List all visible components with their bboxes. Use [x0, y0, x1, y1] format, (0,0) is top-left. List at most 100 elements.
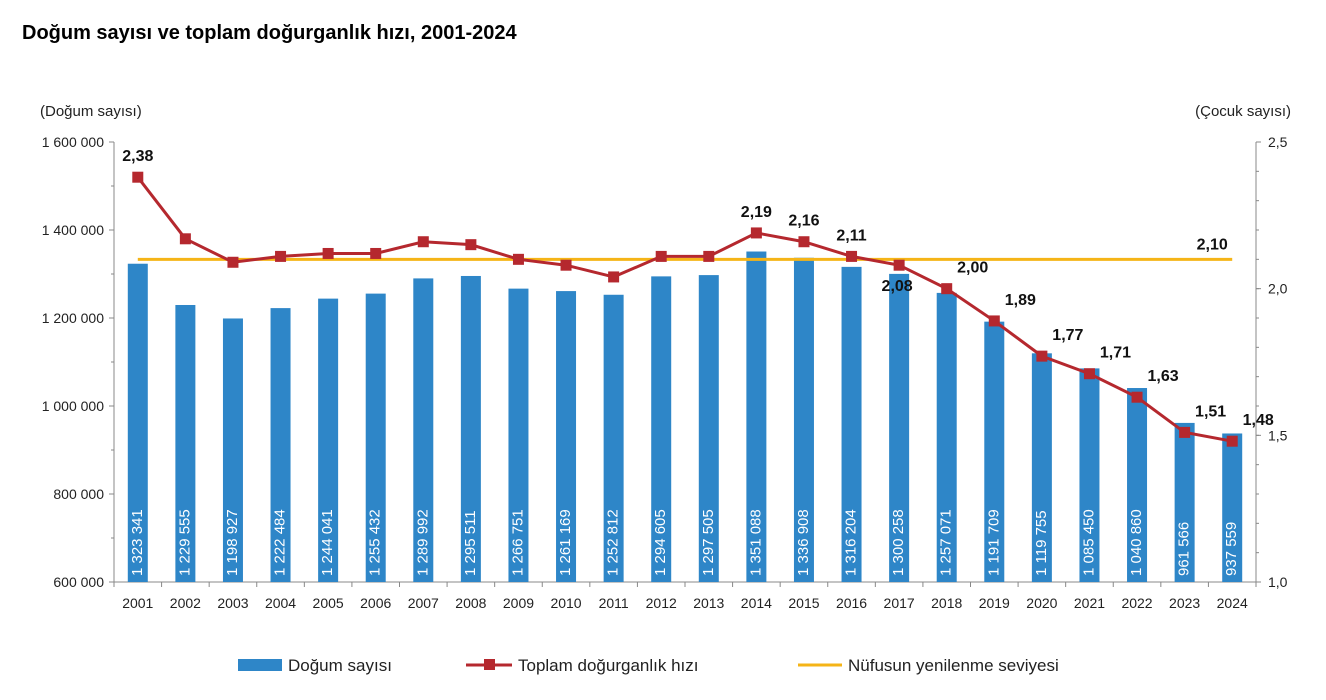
bar-birth-2021: [1079, 368, 1100, 582]
bar-value-label: 1 040 860: [1128, 509, 1145, 576]
y-tick-right-label: 1,0: [1268, 574, 1288, 590]
x-tick-label: 2010: [550, 595, 581, 611]
fertility-rate-label: 2,08: [882, 278, 913, 295]
x-tick-label: 2020: [1026, 595, 1057, 611]
y-tick-right-label: 2,0: [1268, 281, 1288, 297]
fertility-rate-marker-2024: [1226, 435, 1238, 447]
bar-value-label: 961 566: [1176, 522, 1193, 576]
bar-birth-2009: [508, 288, 529, 582]
x-tick-label: 2005: [313, 595, 344, 611]
bar-birth-2020: [1031, 353, 1052, 582]
fertility-rate-marker-2004: [275, 250, 287, 262]
bar-birth-2015: [793, 257, 814, 582]
fertility-rate-marker-2020: [1036, 350, 1048, 362]
bar-birth-2005: [318, 298, 339, 582]
bar-value-label: 1 222 484: [272, 509, 289, 576]
fertility-rate-marker-2005: [322, 247, 334, 259]
y-axis-left-label: (Doğum sayısı): [40, 103, 142, 120]
y-tick-right-label: 1,5: [1268, 427, 1288, 443]
bar-value-label: 1 294 605: [652, 509, 669, 576]
bar-birth-2007: [413, 278, 434, 582]
x-tick-label: 2007: [408, 595, 439, 611]
x-tick-label: 2016: [836, 595, 867, 611]
y-tick-left-label: 1 000 000: [42, 398, 104, 414]
y-tick-left-label: 1 600 000: [42, 134, 104, 150]
y-axis-right-label: (Çocuk sayısı): [1195, 103, 1291, 120]
bar-birth-2002: [175, 304, 196, 582]
fertility-rate-marker-2014: [750, 227, 762, 239]
bar-birth-2024: [1222, 433, 1243, 582]
x-tick-label: 2019: [979, 595, 1010, 611]
fertility-rate-marker-2017: [893, 259, 905, 271]
fertility-rate-marker-2015: [798, 236, 810, 248]
bar-birth-2014: [746, 251, 767, 582]
y-tick-left-label: 600 000: [53, 574, 104, 590]
y-tick-left-label: 1 400 000: [42, 222, 104, 238]
x-tick-label: 2014: [741, 595, 772, 611]
bar-birth-2011: [603, 294, 624, 582]
bar-value-label: 1 323 341: [129, 509, 146, 576]
x-tick-label: 2011: [599, 595, 629, 611]
fertility-rate-label: 1,63: [1147, 368, 1178, 385]
bar-value-label: 1 085 450: [1080, 509, 1097, 576]
fertility-rate-marker-2009: [512, 253, 524, 265]
fertility-rate-marker-2023: [1179, 426, 1191, 438]
fertility-rate-marker-2016: [846, 250, 858, 262]
x-tick-label: 2013: [693, 595, 724, 611]
bar-value-label: 1 351 088: [747, 509, 764, 576]
x-tick-label: 2015: [788, 595, 819, 611]
x-tick-label: 2004: [265, 595, 296, 611]
fertility-rate-marker-2013: [703, 250, 715, 262]
y-tick-left-label: 1 200 000: [42, 310, 104, 326]
x-tick-label: 2001: [122, 595, 153, 611]
fertility-rate-marker-2018: [941, 283, 953, 295]
bar-value-label: 1 295 511: [462, 510, 479, 576]
fertility-rate-label: 1,51: [1195, 403, 1226, 420]
x-tick-label: 2021: [1074, 595, 1105, 611]
bar-birth-2008: [460, 275, 481, 582]
fertility-rate-marker-2022: [1131, 391, 1143, 403]
fertility-rate-marker-2021: [1083, 368, 1095, 380]
legend-swatch-birth: [238, 659, 282, 671]
bar-value-label: 1 191 709: [985, 509, 1002, 576]
x-tick-label: 2009: [503, 595, 534, 611]
fertility-rate-marker-2008: [465, 239, 477, 251]
bar-birth-2016: [841, 266, 862, 582]
bar-value-label: 1 198 927: [224, 509, 241, 576]
fertility-rate-marker-2003: [227, 256, 239, 268]
x-tick-label: 2008: [455, 595, 486, 611]
bar-value-label: 937 559: [1223, 522, 1240, 576]
fertility-rate-marker-2006: [370, 247, 382, 259]
x-tick-label: 2012: [646, 595, 677, 611]
fertility-rate-marker-2011: [608, 271, 620, 283]
fertility-rate-marker-2001: [132, 171, 144, 183]
bar-birth-2012: [651, 276, 672, 582]
bar-value-label: 1 119 755: [1033, 510, 1050, 576]
bar-birth-2006: [365, 293, 386, 582]
legend-label-fertility: Toplam doğurganlık hızı: [518, 656, 699, 675]
bar-value-label: 1 297 505: [700, 509, 717, 576]
bar-value-label: 1 316 204: [843, 509, 860, 576]
x-tick-label: 2003: [217, 595, 248, 611]
bar-birth-2023: [1174, 422, 1195, 582]
chart-title: Doğum sayısı ve toplam doğurganlık hızı,…: [22, 22, 517, 44]
x-tick-label: 2024: [1217, 595, 1248, 611]
bar-value-label: 1 244 041: [319, 509, 336, 576]
x-tick-label: 2006: [360, 595, 391, 611]
bar-value-label: 1 336 908: [795, 509, 812, 576]
bar-value-label: 1 261 169: [557, 509, 574, 576]
bar-birth-2022: [1127, 388, 1148, 582]
bar-birth-2019: [984, 321, 1005, 582]
bar-birth-2013: [698, 275, 719, 582]
bar-birth-2010: [556, 291, 577, 582]
x-tick-label: 2002: [170, 595, 201, 611]
bar-birth-2003: [222, 318, 243, 582]
replacement-level-label: 2,10: [1197, 236, 1228, 253]
bar-value-label: 1 266 751: [509, 509, 526, 576]
fertility-rate-marker-2010: [560, 259, 572, 271]
x-tick-label: 2023: [1169, 595, 1200, 611]
y-tick-right-label: 2,5: [1268, 134, 1288, 150]
fertility-rate-label: 1,48: [1243, 412, 1274, 429]
